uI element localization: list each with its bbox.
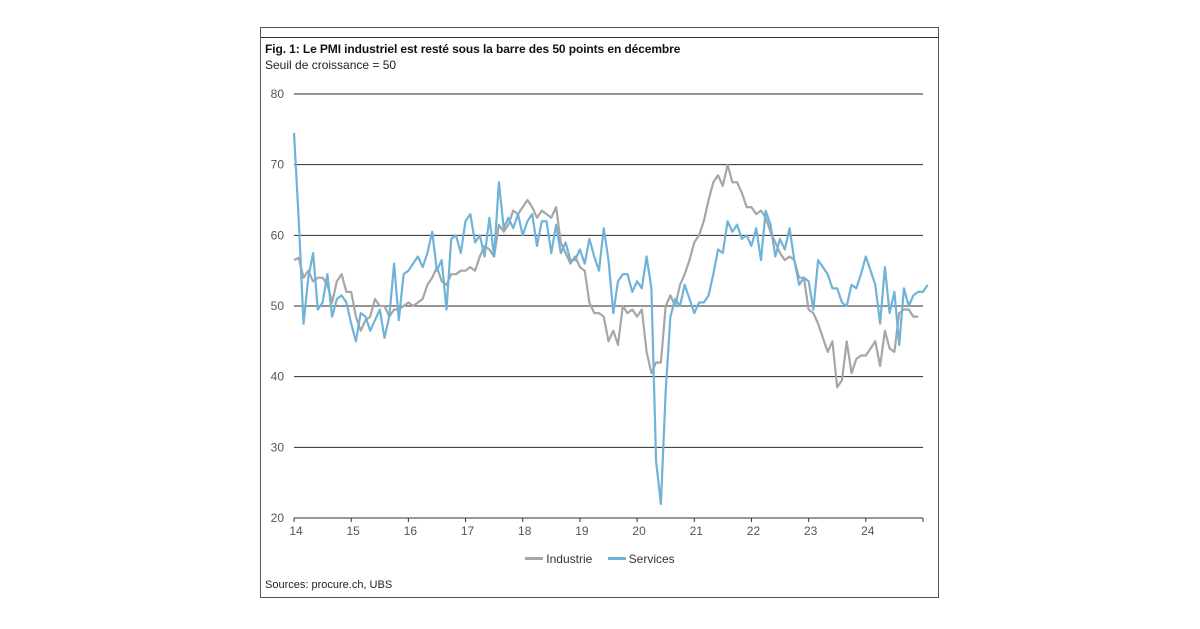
- y-tick-label: 80: [271, 87, 285, 101]
- x-tick-label: 23: [804, 524, 818, 538]
- line-chart: 20 30 40 50 60 70 80 14 15 16 17 18 19 20 21 22 23 24: [271, 87, 929, 538]
- legend-item-services: Services: [607, 551, 675, 566]
- legend-swatch-services: [607, 557, 626, 560]
- y-tick-label: 70: [271, 158, 285, 172]
- series-line-industrie: [293, 163, 919, 389]
- legend-label-services: Services: [628, 551, 675, 566]
- series-line-services: [292, 132, 929, 505]
- y-axis: 20 30 40 50 60 70 80: [271, 87, 285, 525]
- x-tick-label: 16: [404, 524, 418, 538]
- source-note: Sources: procure.ch, UBS: [265, 579, 393, 591]
- x-tick-label: 20: [632, 524, 646, 538]
- title-rule: [261, 37, 938, 38]
- legend-swatch-industrie: [525, 557, 544, 560]
- x-tick-label: 22: [747, 524, 761, 538]
- y-tick-label: 20: [271, 511, 285, 525]
- x-tick-label: 15: [347, 524, 361, 538]
- x-tick-label: 17: [461, 524, 475, 538]
- legend-item-industrie: Industrie: [525, 552, 592, 566]
- y-tick-label: 60: [271, 228, 285, 242]
- series-lines: [292, 132, 929, 505]
- x-tick-label: 21: [690, 524, 704, 538]
- legend-label-industrie: Industrie: [546, 551, 593, 566]
- x-tick-label: 14: [289, 524, 303, 538]
- x-tick-label: 24: [861, 524, 875, 538]
- gridlines: [294, 93, 923, 448]
- y-tick-label: 40: [271, 370, 285, 384]
- x-axis: 14 15 16 17 18 19 20 21 22 23 24: [289, 517, 924, 538]
- x-tick-label: 19: [575, 524, 589, 538]
- y-tick-label: 50: [271, 299, 285, 313]
- x-tick-label: 18: [518, 524, 532, 538]
- y-tick-label: 30: [271, 440, 285, 454]
- legend: Industrie Services: [0, 549, 1200, 566]
- figure-subtitle: Seuil de croissance = 50: [265, 58, 397, 72]
- figure-title: Fig. 1: Le PMI industriel est resté sous…: [265, 42, 681, 56]
